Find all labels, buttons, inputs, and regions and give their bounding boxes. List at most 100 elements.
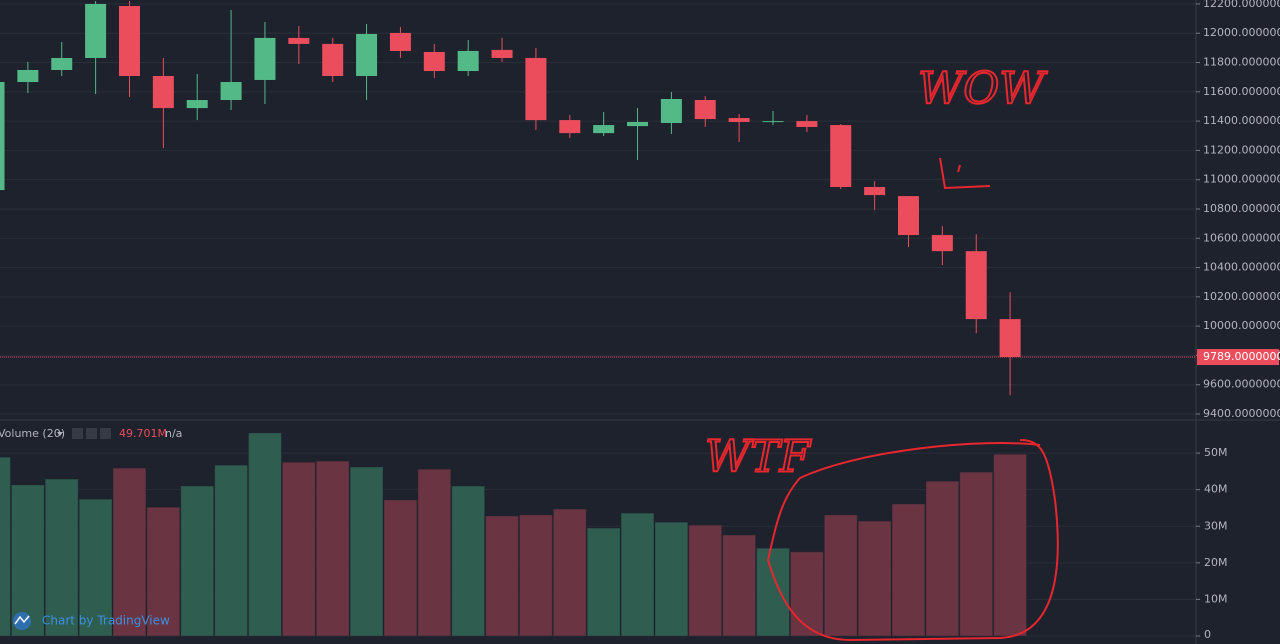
volume-bar xyxy=(451,485,486,637)
volume-value: 49.701M xyxy=(119,427,167,440)
close-icon[interactable] xyxy=(100,428,111,439)
candle-body xyxy=(525,57,547,121)
candle-body xyxy=(796,121,818,127)
candle-body xyxy=(85,3,107,58)
volume-bar xyxy=(789,551,824,637)
volume-bar xyxy=(857,520,892,637)
tradingview-logo[interactable] xyxy=(13,612,31,630)
volume-bar xyxy=(993,453,1028,637)
candle-body xyxy=(118,6,140,77)
volume-bar xyxy=(586,527,621,637)
candle-body xyxy=(0,82,5,191)
candle-body xyxy=(457,50,479,72)
last-price-badge xyxy=(1197,349,1279,366)
y-tick-label: 30M xyxy=(1204,519,1228,532)
candle-body xyxy=(491,49,513,58)
candle-body xyxy=(965,251,987,320)
candle-body xyxy=(728,118,750,122)
candle-body xyxy=(186,100,208,109)
volume-bar xyxy=(959,471,994,637)
candle-body xyxy=(356,33,378,77)
candle-body xyxy=(762,121,784,123)
volume-bar xyxy=(417,468,452,637)
volume-na: n/a xyxy=(165,427,182,440)
y-tick-label: 0 xyxy=(1204,628,1211,641)
marks xyxy=(0,1,1196,637)
candle-body xyxy=(627,121,649,127)
candle-body xyxy=(559,120,581,134)
candle-body xyxy=(322,43,344,77)
scribble xyxy=(939,157,991,190)
y-tick-label: 50M xyxy=(1204,446,1228,459)
annotation: WTF xyxy=(705,432,812,483)
volume-bar xyxy=(180,485,215,637)
candle-body xyxy=(999,319,1021,358)
volume-bar xyxy=(620,512,655,637)
volume-bar xyxy=(214,464,249,637)
volume-bar xyxy=(654,521,689,637)
volume-bar xyxy=(248,432,282,637)
volume-bar xyxy=(925,480,960,637)
volume-bar xyxy=(10,484,45,637)
candle-body xyxy=(254,37,276,80)
candle-body xyxy=(694,100,716,120)
dropdown-icon[interactable] xyxy=(57,432,63,436)
volume-bar xyxy=(112,467,147,637)
volume-title: Volume (20) xyxy=(0,427,65,440)
candle-body xyxy=(17,70,39,83)
volume-bar xyxy=(823,514,858,637)
candle-body xyxy=(660,98,682,124)
tradingview-logo-mark xyxy=(14,615,30,625)
candle-body xyxy=(830,125,852,188)
volume-bar xyxy=(756,547,790,637)
volume-bar xyxy=(349,466,384,637)
volume-bar xyxy=(146,506,181,637)
footer-link[interactable]: Chart by TradingView xyxy=(42,614,170,628)
candle-body xyxy=(389,32,411,51)
candle-body xyxy=(51,57,73,70)
volume-bar xyxy=(552,508,587,637)
candle-body xyxy=(288,37,310,44)
axis: 9400.000000009600.000000009800.000000001… xyxy=(1196,0,1280,641)
volume-bar xyxy=(0,456,11,637)
volume-bar xyxy=(891,503,926,637)
y-tick-label: 10M xyxy=(1204,592,1228,605)
candle-body xyxy=(897,196,919,236)
candle-body xyxy=(593,125,615,134)
settings-icon[interactable] xyxy=(72,428,83,439)
candle-body xyxy=(931,235,953,252)
y-tick-label: 20M xyxy=(1204,556,1228,569)
volume-bar xyxy=(485,515,519,637)
volume-bar xyxy=(383,499,418,637)
eye-icon[interactable] xyxy=(86,428,97,439)
candle-body xyxy=(152,76,174,109)
volume-bar xyxy=(44,478,79,637)
candle-body xyxy=(423,51,445,72)
volume-bar xyxy=(315,460,350,637)
volume-bar xyxy=(281,461,316,637)
candle-body xyxy=(864,187,886,196)
volume-bar xyxy=(688,524,723,637)
annotation: WOW xyxy=(918,64,1048,115)
volume-bar xyxy=(722,534,757,637)
y-tick-label: 40M xyxy=(1204,483,1228,496)
volume-bar xyxy=(518,514,553,637)
scribble-circle xyxy=(766,439,1059,642)
candle-body xyxy=(220,82,242,101)
